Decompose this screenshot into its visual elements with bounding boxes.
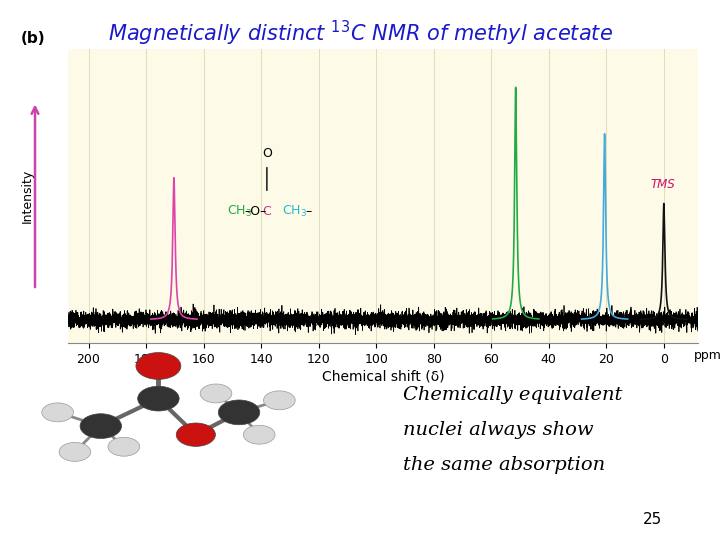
Circle shape [200,384,232,403]
Text: 25: 25 [643,511,662,526]
Circle shape [264,391,295,410]
Text: nuclei always show: nuclei always show [403,421,594,439]
Text: $\mathregular{CH_3}$: $\mathregular{CH_3}$ [282,204,307,219]
Text: –: – [306,205,312,218]
Circle shape [176,423,215,447]
Text: C: C [263,205,271,218]
Circle shape [243,426,275,444]
Circle shape [42,403,73,422]
Circle shape [59,442,91,461]
Circle shape [80,414,122,438]
Text: (b): (b) [21,31,46,46]
X-axis label: Chemical shift (δ): Chemical shift (δ) [322,370,445,384]
Circle shape [138,386,179,411]
Text: O: O [262,146,272,160]
Circle shape [136,353,181,380]
Text: the same absorption: the same absorption [403,456,606,474]
Circle shape [218,400,260,425]
Circle shape [108,437,140,456]
Text: –O–: –O– [244,205,266,218]
Text: $\it{Magnetically\ distinct\ }$$^{13}$$\it{C\ NMR\ of\ methyl\ acetate}$: $\it{Magnetically\ distinct\ }$$^{13}$$\… [107,19,613,48]
Text: Chemically equivalent: Chemically equivalent [403,386,623,404]
Text: ppm: ppm [694,349,720,362]
Text: $\mathregular{CH_3}$: $\mathregular{CH_3}$ [227,204,252,219]
Text: TMS: TMS [651,178,675,191]
Text: Intensity: Intensity [21,168,34,223]
